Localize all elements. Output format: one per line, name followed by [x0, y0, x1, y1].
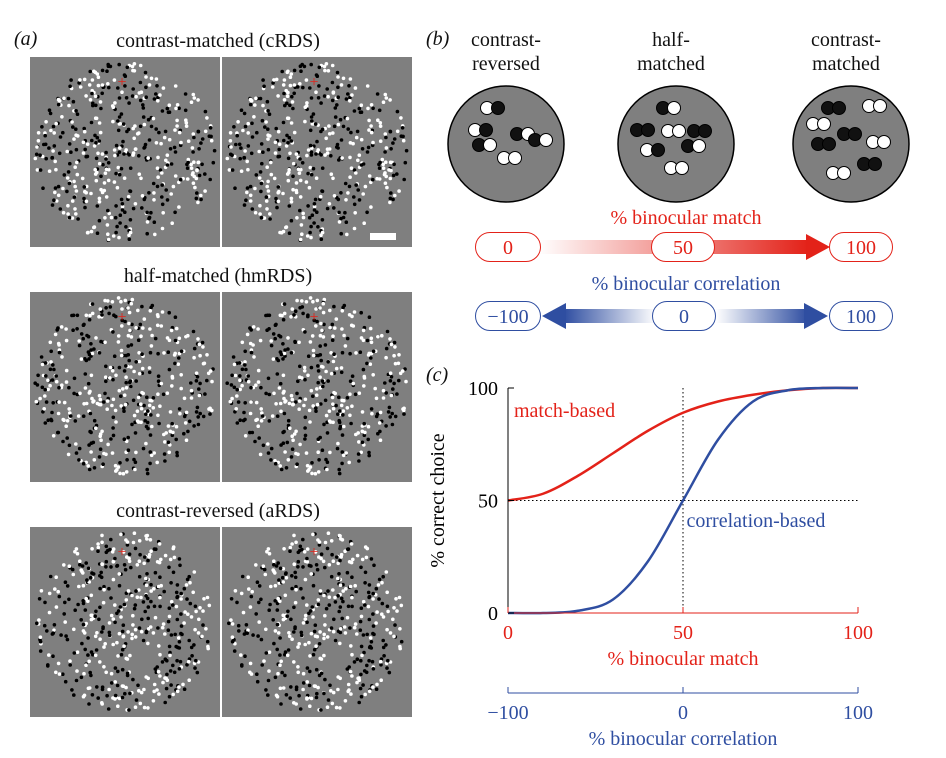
y-tick-label: 50: [478, 491, 498, 513]
panel-b-letter: (b): [426, 28, 450, 50]
scale-bar: [370, 233, 396, 240]
x-secondary-tick-label: −100: [487, 702, 528, 724]
x-primary-tick-label: 100: [843, 622, 873, 644]
fixation-cross: +: [309, 74, 318, 91]
label-contrast-matched: contrast-matched: [811, 29, 881, 75]
x-secondary-tick-label: 0: [678, 702, 688, 724]
series-label-correlation-based: correlation-based: [687, 510, 826, 532]
ards-title: contrast-reversed (aRDS): [116, 500, 320, 522]
y-tick-label: 100: [468, 378, 498, 400]
crds-left-stimulus: +: [30, 57, 220, 247]
correlation-pill-100: 100: [829, 301, 893, 331]
crds-right-stimulus: +: [222, 57, 412, 247]
correlation-scale-title: % binocular correlation: [591, 273, 781, 295]
x-primary-tick-label: 0: [503, 622, 513, 644]
correlation-scale-arrow: [542, 303, 828, 329]
circle-contrast-reversed: [447, 85, 565, 203]
x-primary-tick-label: 50: [673, 622, 693, 644]
psychometric-chart: 0 50 100 0 50 100 −100 0 100 % binocular match % b…: [427, 378, 873, 750]
ards-right-stimulus: +: [222, 527, 412, 717]
label-half-matched: half-matched: [637, 29, 705, 75]
fixation-cross: +: [117, 544, 126, 561]
hmrds-right-stimulus: +: [222, 292, 412, 482]
fixation-cross: +: [309, 309, 318, 326]
match-pill-50: 50: [651, 232, 715, 262]
x-primary-axis-label: % binocular match: [607, 648, 758, 670]
fixation-cross: +: [117, 309, 126, 326]
ards-left-stimulus: +: [30, 527, 220, 717]
series-line-correlation-based: [507, 386, 859, 615]
y-tick-label: 0: [488, 603, 498, 625]
panel-a-letter: (a): [14, 28, 38, 50]
series-label-match-based: match-based: [514, 400, 615, 422]
fixation-cross: +: [117, 74, 126, 91]
correlation-pill-0: 0: [652, 301, 716, 331]
circle-contrast-matched: [792, 85, 910, 203]
x-secondary-tick-label: 100: [843, 702, 873, 724]
panel-c-letter: (c): [426, 364, 449, 386]
match-scale-title: % binocular match: [610, 207, 762, 229]
circle-half-matched: [617, 85, 735, 203]
y-axis-label: % correct choice: [427, 433, 449, 567]
correlation-pill-minus100: −100: [475, 301, 541, 331]
fixation-cross: +: [309, 544, 318, 561]
condition-circles: [447, 85, 910, 203]
hmrds-left-stimulus: +: [30, 292, 220, 482]
crds-title: contrast-matched (cRDS): [116, 30, 320, 52]
match-pill-100: 100: [829, 232, 893, 262]
label-contrast-reversed: contrast-reversed: [471, 29, 541, 75]
match-pill-0: 0: [475, 232, 541, 262]
hmrds-title: half-matched (hmRDS): [123, 265, 313, 287]
x-secondary-axis-label: % binocular correlation: [589, 728, 778, 750]
